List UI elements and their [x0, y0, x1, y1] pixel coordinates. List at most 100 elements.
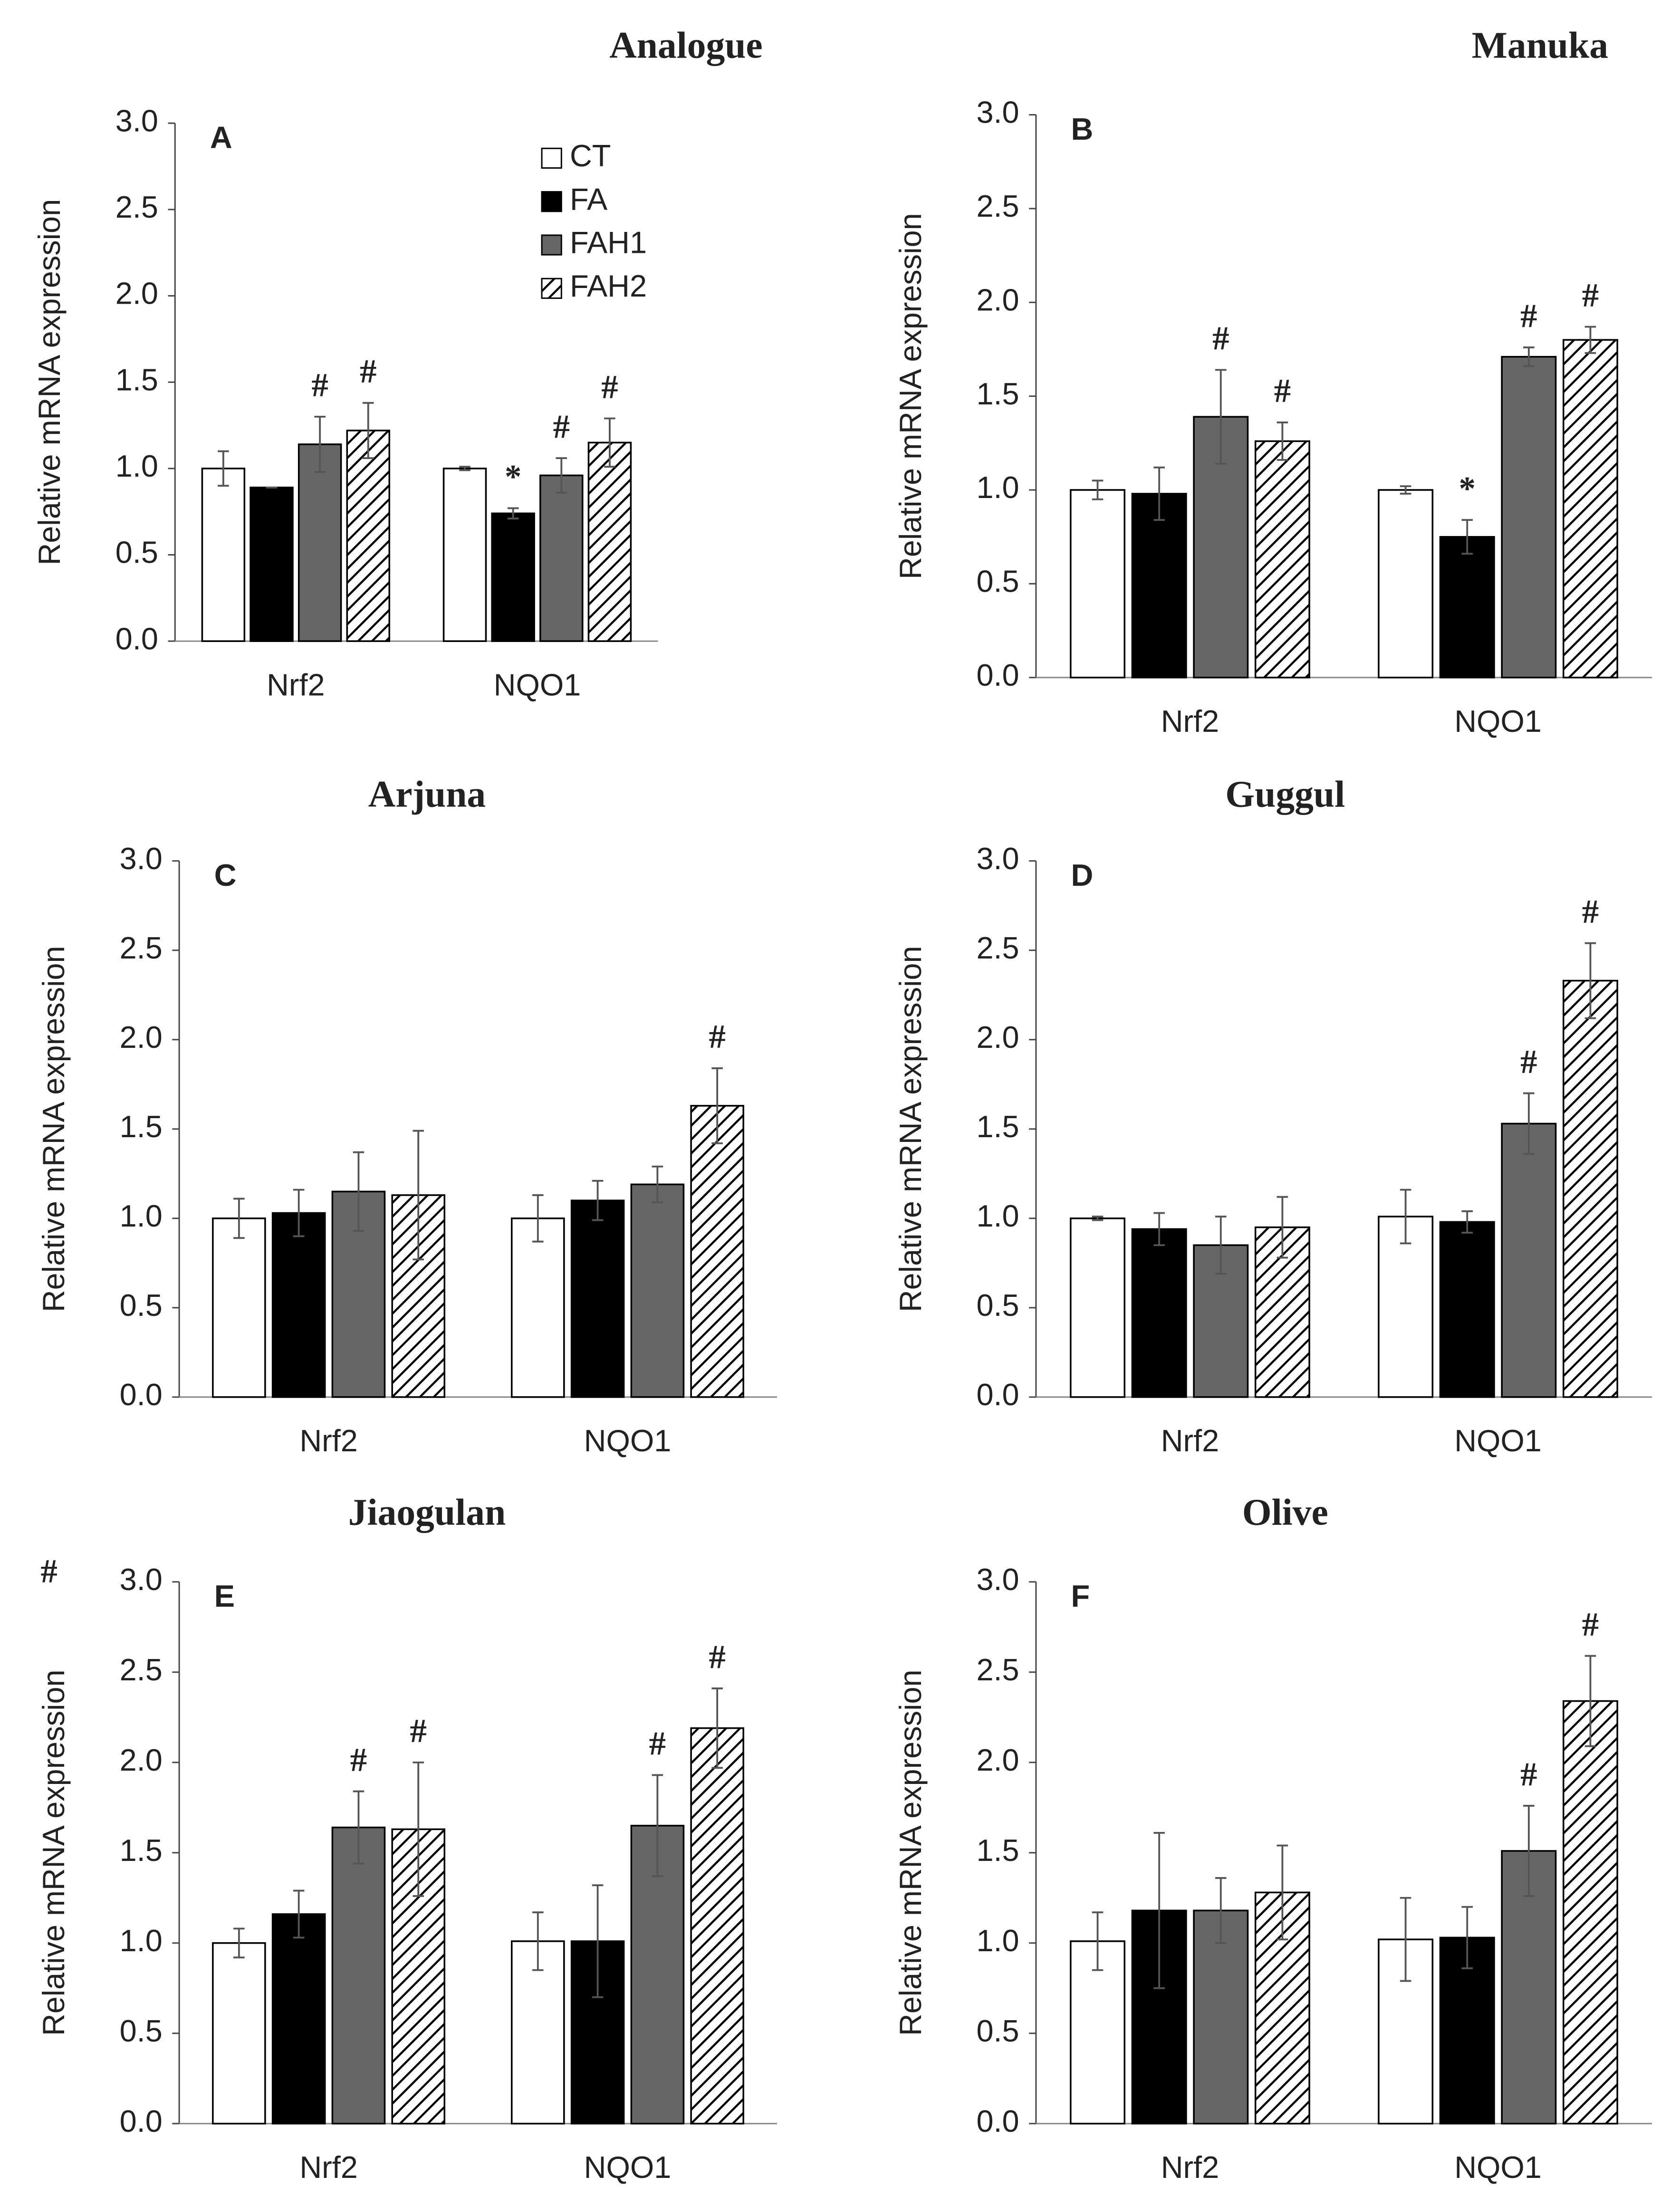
y-tick-label: 3.0 — [976, 1562, 1019, 1597]
significance-marker: # — [311, 367, 328, 404]
panel-label: A — [210, 120, 232, 155]
bar — [1254, 440, 1310, 679]
bar — [1562, 1700, 1618, 2125]
significance-marker: # — [1582, 893, 1599, 930]
y-tick-label: 1.5 — [120, 1109, 163, 1144]
legend-label: CT — [570, 138, 611, 173]
y-tick-label: 1.5 — [976, 376, 1019, 411]
y-tick-label: 0.5 — [115, 535, 158, 570]
bar — [491, 512, 535, 642]
bar — [1131, 1228, 1187, 1398]
bar — [587, 441, 632, 642]
significance-marker: # — [410, 1713, 427, 1750]
y-tick-label: 0.5 — [976, 2013, 1019, 2048]
y-tick-label: 2.0 — [120, 1020, 163, 1054]
panel-label: C — [214, 858, 237, 892]
bar — [212, 1217, 266, 1398]
y-tick-label: 1.0 — [120, 1923, 163, 1958]
bar — [1378, 1216, 1434, 1398]
significance-marker: # — [350, 1742, 367, 1779]
y-tick-label: 1.5 — [115, 362, 158, 397]
y-tick-label: 1.5 — [120, 1833, 163, 1868]
y-tick-label: 1.0 — [120, 1198, 163, 1233]
x-tick-label: Nrf2 — [1161, 1423, 1219, 1458]
bar — [1562, 339, 1618, 679]
legend-label: FA — [570, 182, 608, 216]
bar — [1439, 536, 1495, 679]
bar — [1070, 489, 1125, 679]
bar — [1193, 1909, 1249, 2125]
bar — [1070, 1217, 1125, 1398]
x-tick-label: Nrf2 — [299, 1423, 357, 1458]
bar — [271, 1913, 326, 2125]
y-tick-label: 1.5 — [976, 1109, 1019, 1144]
significance-marker: # — [649, 1725, 666, 1763]
x-tick-label: NQO1 — [584, 2150, 672, 2185]
y-axis-label: Relative mRNA expression — [36, 946, 71, 1312]
bar — [1501, 355, 1557, 679]
legend-swatch — [541, 278, 562, 299]
significance-marker: # — [709, 1018, 725, 1055]
y-tick-label: 1.5 — [976, 1833, 1019, 1868]
y-axis-label: Relative mRNA expression — [893, 946, 928, 1312]
y-tick-label: 2.0 — [976, 1020, 1019, 1054]
y-tick-label: 1.0 — [976, 1198, 1019, 1233]
significance-marker: # — [601, 369, 618, 406]
x-tick-label: NQO1 — [1454, 2150, 1542, 2185]
chart-title: Arjuna — [368, 773, 486, 815]
y-axis-label: Relative mRNA expression — [893, 1669, 928, 2036]
significance-marker: # — [709, 1639, 725, 1676]
y-tick-label: 3.0 — [115, 103, 158, 138]
significance-marker: # — [1274, 373, 1291, 410]
bar — [331, 1826, 386, 2125]
y-tick-label: 2.5 — [976, 1652, 1019, 1687]
y-tick-label: 2.0 — [115, 276, 158, 311]
bar — [1562, 979, 1618, 1398]
y-tick-label: 0.0 — [976, 1377, 1019, 1412]
y-tick-label: 2.5 — [976, 189, 1019, 223]
x-tick-label: NQO1 — [584, 1423, 672, 1458]
significance-marker: # — [1520, 1756, 1537, 1793]
significance-marker: # — [553, 408, 570, 445]
bar — [1131, 493, 1187, 679]
y-tick-label: 0.0 — [120, 2104, 163, 2138]
bar — [250, 487, 294, 642]
legend-label: FAH1 — [570, 225, 647, 260]
y-tick-label: 3.0 — [976, 95, 1019, 130]
bar — [570, 1199, 625, 1398]
bar — [630, 1183, 685, 1398]
significance-marker: # — [1520, 297, 1537, 335]
y-tick-label: 0.0 — [976, 658, 1019, 692]
panel-label: B — [1071, 112, 1094, 146]
x-tick-label: Nrf2 — [267, 668, 325, 702]
y-tick-label: 1.0 — [976, 470, 1019, 505]
y-tick-label: 2.0 — [976, 1743, 1019, 1777]
y-tick-label: 2.5 — [976, 930, 1019, 965]
y-tick-label: 2.0 — [120, 1743, 163, 1777]
y-tick-label: 0.5 — [120, 1288, 163, 1323]
y-tick-label: 0.0 — [115, 621, 158, 656]
x-tick-label: Nrf2 — [1161, 2150, 1219, 2185]
y-tick-label: 0.5 — [120, 2013, 163, 2048]
panel-label: F — [1071, 1579, 1090, 1613]
y-tick-label: 2.0 — [976, 282, 1019, 317]
x-tick-label: NQO1 — [1454, 1423, 1542, 1458]
legend-swatch — [541, 234, 562, 256]
bar — [539, 474, 584, 642]
y-tick-label: 1.0 — [976, 1923, 1019, 1958]
bar — [298, 443, 342, 642]
y-axis-label: Relative mRNA expression — [36, 1669, 71, 2036]
bar — [510, 1940, 565, 2125]
significance-marker: # — [1212, 320, 1229, 357]
y-tick-label: 0.0 — [120, 1377, 163, 1412]
significance-marker: # — [1582, 1606, 1599, 1643]
bar — [271, 1212, 326, 1398]
panel-label: D — [1071, 858, 1094, 892]
y-tick-label: 2.5 — [120, 930, 163, 965]
bar — [510, 1217, 565, 1398]
panel-label: E — [214, 1579, 235, 1613]
bar — [442, 468, 487, 642]
y-tick-label: 3.0 — [976, 841, 1019, 876]
chart-title: Manuka — [1472, 24, 1608, 66]
